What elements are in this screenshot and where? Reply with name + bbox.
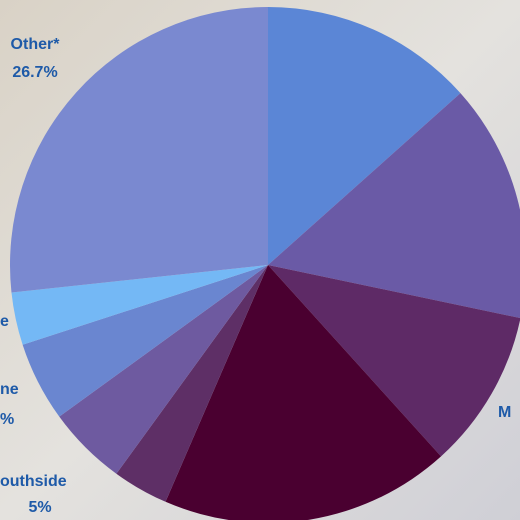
slice-label: M (498, 404, 511, 421)
pie (10, 7, 520, 520)
pie-slice (268, 265, 520, 457)
slice-label: ne (0, 381, 19, 398)
pie-slice (268, 7, 461, 265)
pie-slice (59, 265, 268, 474)
value-label: 5% (28, 499, 51, 516)
value-label: 26.7% (12, 64, 57, 81)
pie-slice (11, 265, 268, 345)
pie-slice (268, 93, 520, 319)
slice-label: e (0, 313, 9, 330)
pie-slice (10, 7, 269, 293)
value-label: % (0, 411, 14, 428)
slice-label: outhside (0, 473, 67, 490)
pie-slice (22, 265, 269, 417)
slice-label: Other* (11, 36, 61, 53)
pie-slice (116, 265, 268, 502)
pie-slice (165, 265, 442, 520)
